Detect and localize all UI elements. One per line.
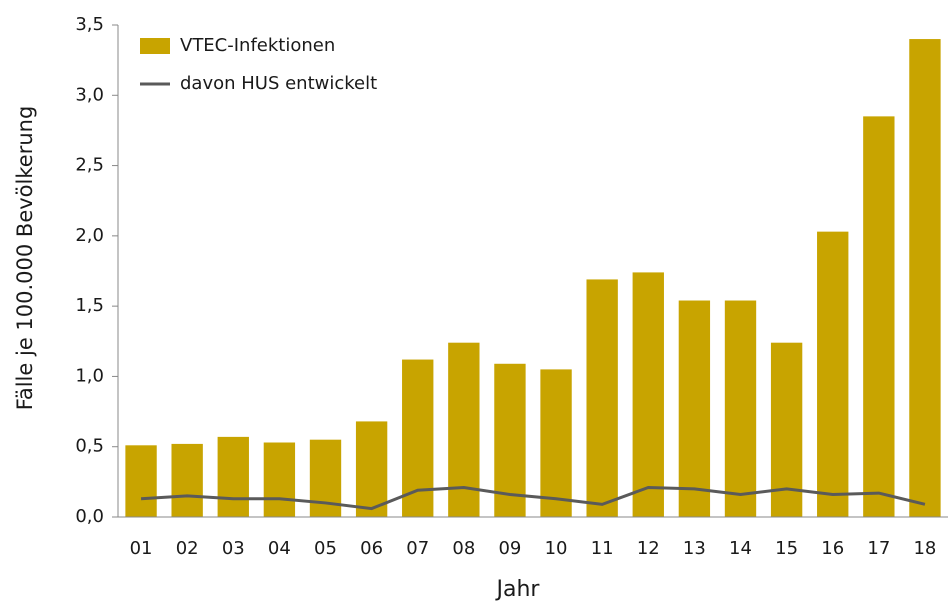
bar	[540, 369, 572, 517]
x-axis-label: Jahr	[495, 577, 541, 602]
x-tick-label: 03	[222, 538, 245, 559]
x-tick-label: 11	[591, 538, 614, 559]
bar	[171, 443, 203, 517]
legend-swatch	[140, 38, 170, 54]
x-tick-label: 15	[775, 538, 798, 559]
y-tick-label: 1,5	[75, 295, 104, 316]
x-tick-label: 14	[729, 538, 752, 559]
bar	[448, 342, 480, 517]
x-tick-label: 13	[683, 538, 706, 559]
x-tick-label: 05	[314, 538, 337, 559]
y-tick-label: 1,0	[75, 365, 104, 386]
y-tick-label: 3,5	[75, 14, 104, 35]
x-tick-label: 04	[268, 538, 291, 559]
bar	[863, 116, 895, 517]
y-tick-label: 2,5	[75, 155, 104, 176]
bar	[724, 300, 757, 517]
bar	[125, 445, 157, 517]
x-tick-label: 02	[176, 538, 199, 559]
bar	[632, 272, 664, 517]
x-tick-label: 08	[452, 538, 475, 559]
x-tick-label: 06	[360, 538, 383, 559]
x-tick-label: 12	[637, 538, 660, 559]
x-tick-label: 16	[821, 538, 844, 559]
y-tick-label: 3,0	[75, 84, 104, 105]
bar	[817, 231, 849, 517]
bar	[263, 442, 296, 517]
legend-label: davon HUS entwickelt	[180, 73, 377, 94]
bar	[586, 279, 618, 517]
y-tick-label: 0,0	[75, 506, 104, 527]
y-axis-label: Fälle je 100.000 Bevölkerung	[13, 106, 37, 411]
line	[140, 485, 926, 511]
x-tick-label: 07	[406, 538, 429, 559]
bar	[355, 421, 388, 517]
y-tick-label: 2,0	[75, 225, 104, 246]
bar	[909, 39, 941, 518]
y-tick-label: 0,5	[75, 436, 104, 457]
bar	[678, 300, 711, 517]
bar	[217, 436, 249, 517]
x-tick-label: 18	[913, 538, 936, 559]
x-tick-label: 17	[867, 538, 890, 559]
x-tick-label: 09	[498, 538, 521, 559]
x-tick-label: 10	[545, 538, 568, 559]
x-tick-label: 01	[130, 538, 153, 559]
legend-label: VTEC-Infektionen	[180, 35, 335, 56]
